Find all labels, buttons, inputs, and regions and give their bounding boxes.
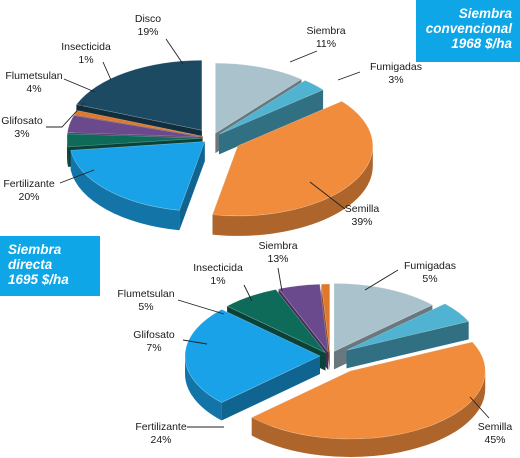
label-name-fumigadas: Fumigadas bbox=[404, 260, 456, 272]
label-name-flumetsulan: Flumetsulan bbox=[117, 288, 174, 300]
chart2-title-line3: 1695 $/ha bbox=[8, 272, 69, 287]
chart1-title-line1: Siembra bbox=[458, 6, 512, 21]
slice-insecticida bbox=[320, 283, 331, 353]
leader-line-semilla bbox=[469, 396, 490, 419]
slice-side-glifosato-0 bbox=[67, 138, 69, 167]
slice-side-semilla-0 bbox=[251, 370, 486, 457]
slice-fumigadas bbox=[218, 80, 324, 135]
label-name-fumigadas: Fumigadas bbox=[370, 61, 422, 73]
slice-disco bbox=[75, 59, 203, 131]
leader-line-flumetsulan bbox=[177, 299, 225, 315]
label-value-glifosato: 7% bbox=[146, 342, 161, 354]
label-name-fertilizante: Fertilizante bbox=[3, 178, 55, 190]
label-name-flumetsulan: Flumetsulan bbox=[5, 70, 62, 82]
chart1-title-box: Siembra convencional 1968 $/ha bbox=[416, 0, 520, 62]
leader-line-fumigadas bbox=[364, 269, 399, 291]
leader-line-insecticida bbox=[243, 284, 253, 302]
slice-wall-fumigadas-1 bbox=[346, 321, 469, 369]
label-value-semilla: 45% bbox=[484, 434, 505, 446]
slice-side-semilla-0 bbox=[212, 145, 373, 236]
leader-line-glifosato bbox=[46, 102, 85, 128]
pie-chart-2: Siembra13%Fumigadas5%Semilla45%Fertiliza… bbox=[117, 240, 512, 457]
label-name-fertilizante: Fertilizante bbox=[135, 421, 187, 433]
slice-side-fertilizante-0 bbox=[185, 356, 222, 421]
label-value-fumigadas: 3% bbox=[388, 74, 403, 86]
label-value-flumetsulan: 4% bbox=[26, 83, 41, 95]
label-value-siembra: 13% bbox=[267, 253, 288, 265]
label-value-glifosato: 3% bbox=[14, 128, 29, 140]
slice-flumetsulan bbox=[278, 283, 329, 354]
slice-glifosato bbox=[66, 133, 203, 148]
pie-chart-1: Siembra11%Fumigadas3%Semilla39%Fertiliza… bbox=[1, 13, 422, 236]
label-name-siembra: Siembra bbox=[258, 240, 297, 252]
slice-flumetsulan bbox=[67, 115, 203, 138]
slice-semilla bbox=[251, 341, 486, 440]
leader-line-fertilizante bbox=[59, 169, 95, 184]
label-name-semilla: Semilla bbox=[478, 421, 513, 433]
chart2-title-line2: directa bbox=[8, 257, 53, 272]
label-value-fertilizante: 20% bbox=[18, 191, 39, 203]
label-value-flumetsulan: 5% bbox=[138, 301, 153, 313]
slice-wall-fertilizante-0 bbox=[179, 141, 205, 231]
leader-line-insecticida bbox=[102, 61, 112, 81]
leader-line-flumetsulan bbox=[63, 78, 96, 93]
slice-fertilizante bbox=[70, 141, 206, 211]
slice-siembra bbox=[215, 62, 303, 134]
label-value-semilla: 39% bbox=[351, 216, 372, 228]
chart2-title-box: Siembra directa 1695 $/ha bbox=[0, 236, 100, 296]
label-value-siembra: 11% bbox=[316, 38, 336, 50]
leader-line-glifosato bbox=[182, 339, 208, 345]
leader-line-disco bbox=[165, 38, 184, 65]
label-value-insecticida: 1% bbox=[210, 275, 225, 287]
slice-fertilizante bbox=[184, 309, 321, 403]
slice-fumigadas bbox=[346, 303, 470, 351]
label-name-insecticida: Insecticida bbox=[61, 41, 111, 53]
slice-semilla bbox=[212, 100, 374, 217]
label-name-siembra: Siembra bbox=[306, 25, 345, 37]
label-value-fertilizante: 24% bbox=[150, 434, 171, 446]
slice-wall-fertilizante-0 bbox=[221, 356, 320, 421]
leader-line-siembra bbox=[277, 267, 283, 292]
chart1-title-line2: convencional bbox=[425, 21, 512, 36]
label-value-fumigadas: 5% bbox=[422, 273, 437, 285]
label-name-glifosato: Glifosato bbox=[133, 329, 175, 341]
slice-side-fertilizante-0 bbox=[70, 150, 180, 231]
label-name-semilla: Semilla bbox=[345, 203, 380, 215]
slice-siembra bbox=[333, 283, 434, 352]
label-name-insecticida: Insecticida bbox=[193, 262, 243, 274]
leader-line-semilla bbox=[309, 181, 346, 210]
label-value-disco: 19% bbox=[137, 26, 158, 38]
chart1-title-line3: 1968 $/ha bbox=[451, 36, 512, 51]
label-name-disco: Disco bbox=[135, 13, 161, 25]
chart2-title-line1: Siembra bbox=[8, 242, 62, 257]
leader-line-siembra bbox=[289, 50, 318, 63]
leader-line-fumigadas bbox=[337, 71, 361, 81]
slice-wall-fumigadas-1 bbox=[219, 89, 324, 155]
label-name-glifosato: Glifosato bbox=[1, 115, 43, 127]
label-value-insecticida: 1% bbox=[78, 54, 93, 66]
